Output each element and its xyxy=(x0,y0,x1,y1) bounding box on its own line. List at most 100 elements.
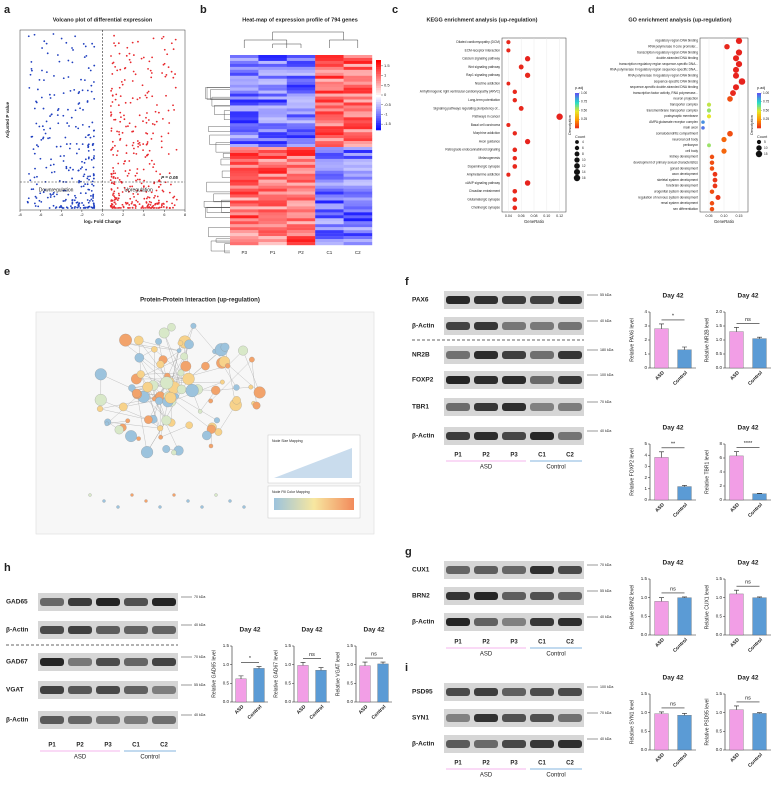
network-node xyxy=(88,493,92,497)
heatmap-cell xyxy=(230,167,259,171)
volcano-point xyxy=(71,199,74,201)
volcano-point xyxy=(87,175,89,178)
heatmap-cell xyxy=(230,75,259,79)
volcano-point xyxy=(75,201,78,204)
volcano-point xyxy=(50,194,52,196)
dendrogram xyxy=(208,227,230,237)
colorbar-cell xyxy=(376,127,381,131)
dendrogram xyxy=(214,105,230,115)
volcano-point xyxy=(160,140,163,143)
volcano-point xyxy=(145,96,148,99)
heatmap-cell xyxy=(315,212,344,216)
protein-label: FOXP2 xyxy=(412,377,434,384)
volcano-point xyxy=(63,154,65,157)
dot xyxy=(512,188,518,194)
network-node xyxy=(116,505,120,509)
volcano-point xyxy=(127,125,129,128)
heatmap-cell xyxy=(343,242,373,246)
volcano-point xyxy=(81,143,84,146)
blot-band xyxy=(558,688,582,696)
colorbar-label: 1.00 xyxy=(581,91,587,95)
volcano-point xyxy=(109,179,112,182)
volcano-point xyxy=(150,201,153,204)
network-node xyxy=(114,425,124,435)
volcano-point xyxy=(84,158,87,161)
network-node xyxy=(161,415,172,426)
colorbar-label: 0.50 xyxy=(763,108,769,112)
volcano-point xyxy=(124,101,127,104)
category-label: axon development xyxy=(672,172,698,176)
lane-label: C2 xyxy=(566,453,574,459)
volcano-point xyxy=(174,38,177,41)
blot-band xyxy=(474,322,498,330)
volcano-point xyxy=(47,137,49,140)
y-tick-label: 0.5 xyxy=(347,681,354,686)
blot-band xyxy=(474,296,498,304)
category-label: transporter complex xyxy=(670,103,699,107)
error-bar xyxy=(757,596,762,598)
network-node xyxy=(214,417,220,424)
blot-band xyxy=(152,686,176,694)
heatmap-cell xyxy=(343,200,373,204)
volcano-point xyxy=(131,201,134,203)
volcano-point xyxy=(121,83,124,86)
volcano-point xyxy=(113,190,116,193)
volcano-point xyxy=(138,178,141,181)
heatmap-cell xyxy=(230,218,259,222)
heatmap-cell xyxy=(258,108,287,112)
colorbar-cell xyxy=(575,108,579,111)
volcano-point xyxy=(36,144,38,146)
heatmap-cell xyxy=(315,84,344,88)
volcano-point xyxy=(150,191,153,194)
heatmap-cell xyxy=(343,182,373,186)
heatmap-cell xyxy=(343,111,373,115)
volcano-point xyxy=(110,114,112,117)
colorbar-cell xyxy=(376,111,381,114)
volcano-point xyxy=(111,73,114,75)
volcano-point xyxy=(91,180,94,183)
volcano-point xyxy=(41,69,43,72)
volcano-point xyxy=(34,167,36,170)
heatmap-cell xyxy=(258,96,287,100)
y-tick-label: 4 xyxy=(644,309,647,314)
network-node xyxy=(208,398,214,404)
colorbar-cell xyxy=(757,117,761,120)
heatmap-cell xyxy=(343,117,373,121)
network-node xyxy=(155,396,164,405)
volcano-point xyxy=(83,161,86,164)
heatmap-cell xyxy=(258,215,287,219)
volcano-point xyxy=(145,197,148,200)
dot xyxy=(512,131,517,136)
blot-band xyxy=(446,403,470,411)
volcano-point xyxy=(45,42,48,45)
colorbar-cell xyxy=(376,67,381,70)
category-label: Wnt signaling pathway xyxy=(468,65,500,69)
heatmap-cell xyxy=(230,230,259,234)
colorbar-cell xyxy=(575,115,579,118)
volcano-point xyxy=(131,80,134,82)
volcano-point xyxy=(93,206,96,209)
legend-title: Node Fill Color Mapping xyxy=(272,490,310,494)
volcano-point xyxy=(52,193,54,196)
volcano-point xyxy=(165,200,168,203)
y-tick-label: 1.0 xyxy=(716,595,723,600)
dot xyxy=(721,136,727,143)
volcano-point xyxy=(128,190,130,193)
dot xyxy=(732,66,740,73)
volcano-point xyxy=(56,193,58,196)
volcano-point xyxy=(40,139,43,141)
blot-band xyxy=(502,714,526,722)
volcano-point xyxy=(170,183,172,186)
volcano-point xyxy=(148,60,151,63)
blot-band xyxy=(68,686,92,694)
lane-label: P1 xyxy=(454,761,462,767)
marker-label: 180 kDa xyxy=(600,348,613,352)
volcano-point xyxy=(77,92,80,95)
category-label: Retrograde endocannabinoid signaling xyxy=(445,148,500,152)
heatmap-cell xyxy=(286,185,316,189)
dendrogram xyxy=(206,181,230,193)
network-node xyxy=(164,392,177,404)
down-label: Downregulation xyxy=(39,187,74,193)
heatmap-cell xyxy=(343,69,373,74)
heatmap-cell xyxy=(343,81,373,85)
